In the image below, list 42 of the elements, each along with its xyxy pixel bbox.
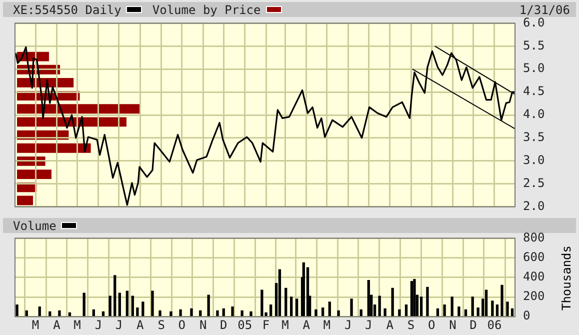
text: 1/31/06 <box>519 2 570 16</box>
x-tick-label: D <box>470 318 477 332</box>
y-tick-label: 0 <box>523 308 530 323</box>
y-tick-label: 2.5 <box>523 176 545 190</box>
legend-label: Volume by Price <box>152 2 261 16</box>
y-tick-label: 3.5 <box>523 130 545 144</box>
y-axis-title: Thousands <box>559 245 574 311</box>
y-tick-label: 3.0 <box>523 153 545 168</box>
legend-label: Volume <box>13 218 56 232</box>
y-tick-label: 5.0 <box>523 61 545 76</box>
x-tick-label: D <box>220 318 228 332</box>
y-tick-label: 800 <box>523 230 545 244</box>
x-tick-label: M <box>323 318 331 332</box>
x-tick-label: A <box>136 318 145 332</box>
y-tick-label: 600 <box>523 250 545 264</box>
x-tick-label: S <box>158 318 165 332</box>
x-tick-label: M <box>32 318 40 332</box>
y-tick-label: 400 <box>523 270 545 284</box>
x-tick-label: M <box>282 318 289 332</box>
x-tick-label: 06 <box>487 318 502 332</box>
y-tick-label: 2.0 <box>523 198 545 213</box>
x-tick-label: N <box>449 318 456 332</box>
x-tick-label: 05 <box>238 318 252 332</box>
x-tick-label: M <box>74 318 81 332</box>
y-tick-label: 5.5 <box>523 38 545 52</box>
x-tick-label: J <box>365 318 372 332</box>
x-tick-label: O <box>178 318 186 332</box>
x-tick-label: J <box>115 318 123 332</box>
x-tick-label: A <box>53 318 62 332</box>
y-tick-label: 4.5 <box>523 84 545 98</box>
x-tick-label: N <box>199 318 207 332</box>
x-tick-label: J <box>94 318 102 332</box>
x-tick-label: A <box>386 318 394 332</box>
y-tick-label: 4.0 <box>523 107 545 122</box>
x-tick-label: J <box>344 318 352 332</box>
x-tick-label: A <box>302 318 311 332</box>
y-tick-label: 6.0 <box>523 15 545 30</box>
x-tick-label: S <box>407 318 415 332</box>
legend-label: XE:554550 Daily <box>13 2 122 16</box>
x-tick-label: O <box>428 318 436 332</box>
x-tick-label: F <box>262 318 270 332</box>
y-tick-label: 200 <box>523 289 545 304</box>
